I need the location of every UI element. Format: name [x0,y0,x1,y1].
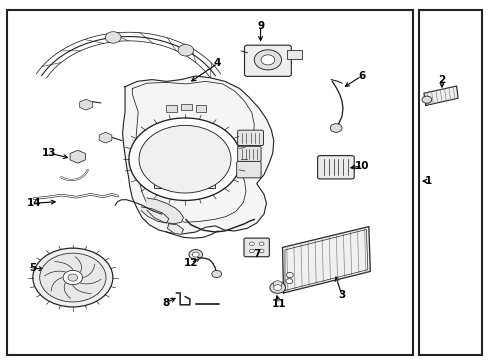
Circle shape [68,274,78,281]
Text: 13: 13 [42,148,57,158]
Bar [7,10,412,355]
Circle shape [285,279,292,284]
Circle shape [211,270,221,278]
Circle shape [188,249,202,260]
Polygon shape [122,76,273,234]
Bar [166,105,177,112]
Circle shape [139,125,230,193]
Text: 11: 11 [271,299,285,309]
FancyBboxPatch shape [237,146,261,162]
Circle shape [269,282,285,293]
Bar [181,104,191,110]
Circle shape [192,252,199,257]
Polygon shape [141,207,168,223]
Circle shape [421,96,431,103]
Text: 12: 12 [183,258,198,268]
Text: 10: 10 [354,161,369,171]
Bar [287,50,302,59]
Text: 5: 5 [29,263,36,273]
Circle shape [259,249,264,253]
Text: 7: 7 [252,248,260,258]
Circle shape [249,242,254,246]
Text: 6: 6 [357,71,365,81]
Circle shape [259,242,264,246]
Polygon shape [282,226,369,293]
Bar [418,10,481,355]
FancyBboxPatch shape [244,45,291,76]
Circle shape [33,248,113,307]
FancyBboxPatch shape [237,130,263,145]
Text: 9: 9 [257,21,264,31]
Text: 2: 2 [437,75,445,85]
Text: 8: 8 [163,298,170,308]
FancyBboxPatch shape [244,238,269,257]
FancyBboxPatch shape [236,161,261,178]
Text: 3: 3 [338,291,345,301]
Text: 1: 1 [425,176,431,186]
Circle shape [178,45,193,56]
Bar [195,105,206,112]
Circle shape [129,118,241,201]
Circle shape [330,124,341,132]
Circle shape [261,55,274,65]
Circle shape [40,253,106,302]
Circle shape [286,273,293,278]
Circle shape [254,50,281,70]
Circle shape [63,270,82,285]
Polygon shape [147,198,183,224]
Bar [154,136,215,188]
Circle shape [105,32,121,43]
Circle shape [273,285,281,291]
Polygon shape [423,86,457,105]
Text: 4: 4 [214,58,221,68]
FancyBboxPatch shape [317,156,353,179]
Circle shape [249,249,254,253]
Text: 14: 14 [26,198,41,208]
Polygon shape [167,224,183,234]
